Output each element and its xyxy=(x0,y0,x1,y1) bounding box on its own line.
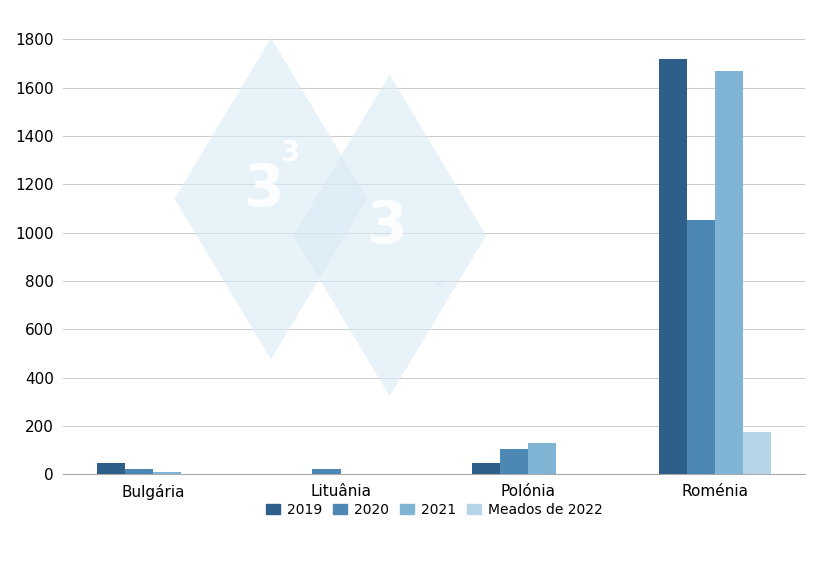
Bar xyxy=(312,469,340,474)
Bar xyxy=(153,472,181,474)
Bar xyxy=(527,443,555,474)
Bar xyxy=(125,469,153,474)
Bar xyxy=(742,432,771,474)
Text: 3: 3 xyxy=(279,139,299,167)
Legend: 2019, 2020, 2021, Meados de 2022: 2019, 2020, 2021, Meados de 2022 xyxy=(260,497,608,522)
Bar xyxy=(499,449,527,474)
Bar xyxy=(686,220,714,474)
Bar xyxy=(471,463,499,474)
Bar xyxy=(658,59,686,474)
Text: ®: ® xyxy=(432,279,443,288)
Polygon shape xyxy=(293,75,486,396)
Bar xyxy=(714,71,742,474)
Text: 3: 3 xyxy=(365,198,405,255)
Bar xyxy=(97,463,125,474)
Polygon shape xyxy=(174,38,367,360)
Text: 3: 3 xyxy=(243,161,283,218)
